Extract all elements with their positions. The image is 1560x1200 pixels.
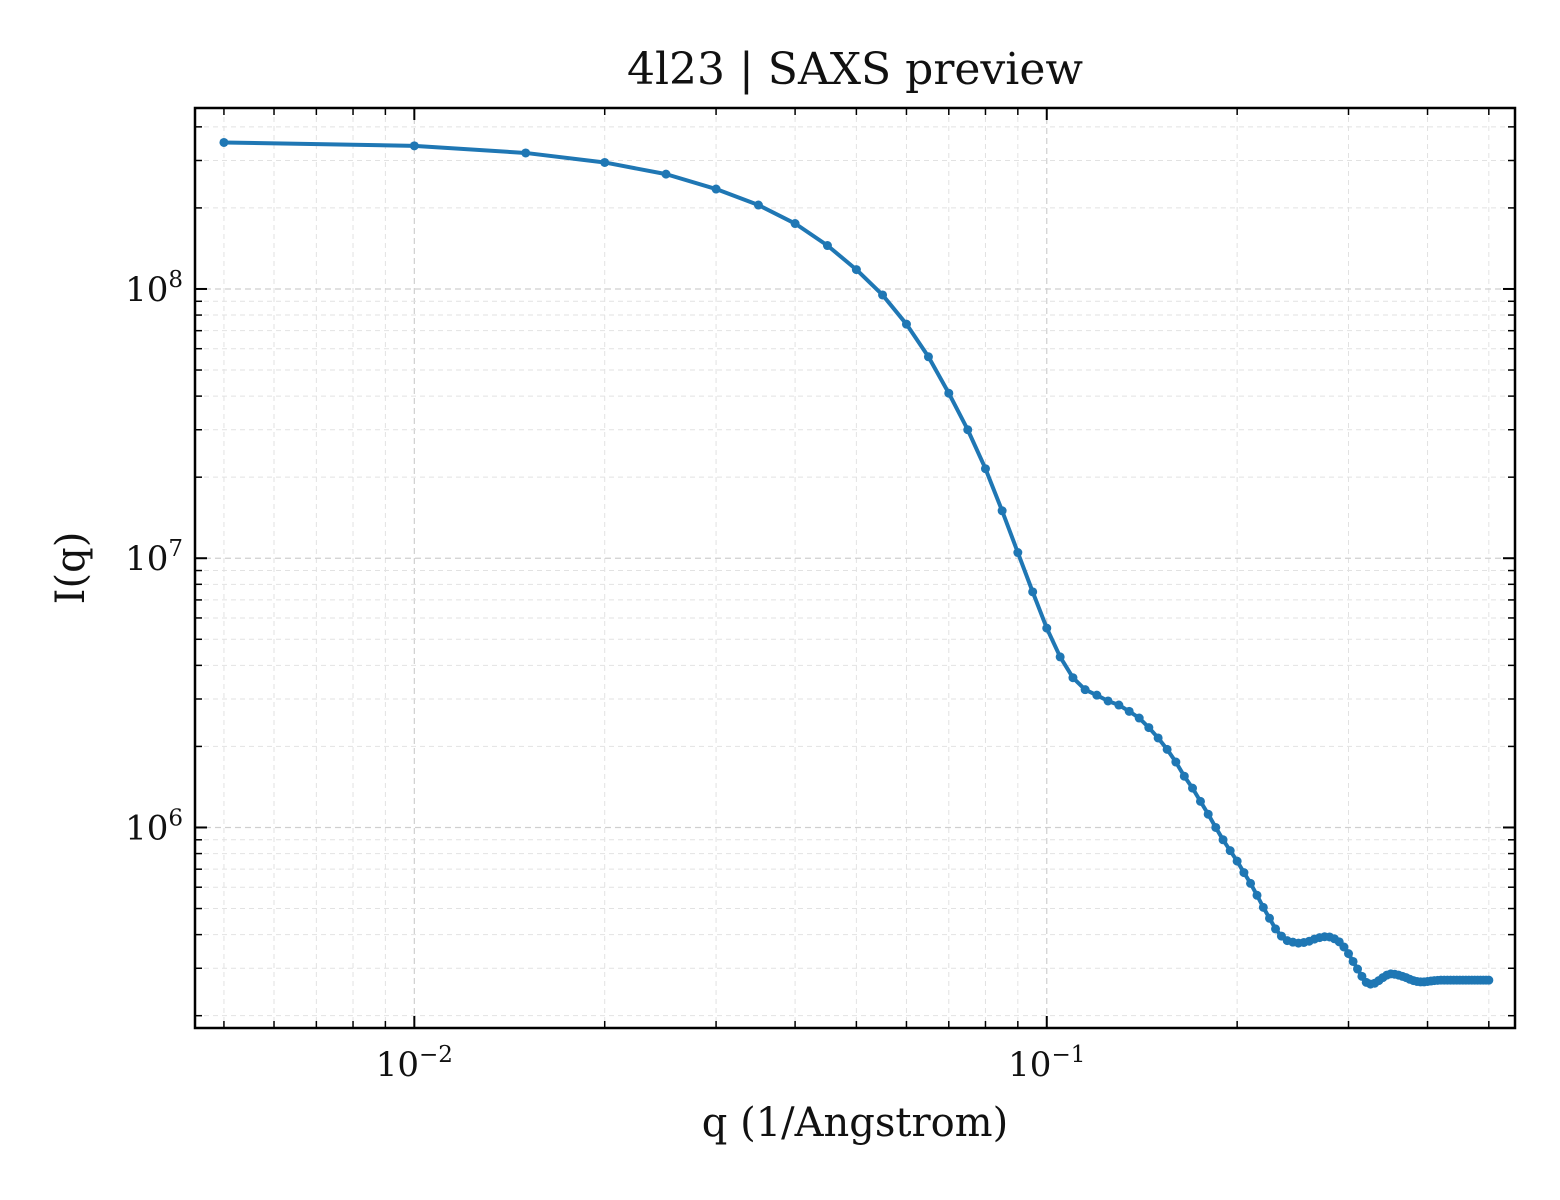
data-point — [1239, 868, 1249, 878]
data-point — [1124, 706, 1134, 716]
data-point — [600, 157, 610, 167]
data-point — [1225, 846, 1235, 856]
data-point — [822, 241, 832, 251]
data-point — [923, 352, 933, 362]
data-point — [661, 169, 671, 179]
data-point — [1179, 771, 1189, 781]
data-point — [1344, 949, 1354, 959]
data-point — [1258, 902, 1268, 912]
data-point — [1232, 856, 1242, 866]
data-point — [980, 464, 990, 474]
data-point — [1162, 744, 1172, 754]
data-point — [1484, 975, 1494, 985]
y-axis-label: I(q) — [48, 532, 94, 605]
data-point — [1013, 548, 1023, 558]
data-point — [1055, 652, 1065, 662]
data-point — [1092, 690, 1102, 700]
data-point — [1134, 713, 1144, 723]
data-point — [521, 148, 531, 158]
data-point — [851, 265, 861, 275]
data-point — [901, 319, 911, 329]
data-point — [1265, 913, 1274, 923]
grid — [195, 108, 1515, 1028]
data-point — [1103, 696, 1113, 706]
data-point — [1144, 723, 1154, 733]
data-point — [1252, 890, 1262, 900]
data-point — [1171, 757, 1181, 767]
data-point — [1188, 783, 1198, 793]
data-point — [963, 425, 973, 435]
data-point — [997, 506, 1007, 516]
data-point — [409, 141, 419, 151]
data-point — [1080, 685, 1090, 695]
y-tick-label: 107 — [125, 536, 183, 579]
y-tick-labels: 106 107 108 — [125, 267, 183, 849]
data-point — [1042, 623, 1052, 633]
data-point — [1211, 822, 1221, 832]
data-point — [1114, 700, 1124, 710]
x-tick-label: 10−2 — [376, 1042, 453, 1085]
data-point — [1339, 942, 1349, 952]
data-point — [878, 290, 888, 300]
x-axis-label: q (1/Angstrom) — [702, 1100, 1008, 1146]
y-tick-label: 108 — [125, 267, 183, 310]
x-tick-label: 10−1 — [1008, 1042, 1085, 1085]
data-point — [1348, 956, 1358, 966]
data-point — [711, 184, 721, 194]
data-point — [1246, 878, 1256, 888]
data-point — [944, 388, 954, 398]
data-point — [219, 137, 229, 147]
data-point — [1218, 835, 1228, 845]
data-point — [1028, 587, 1038, 597]
data-point — [1353, 964, 1363, 974]
x-tick-labels: 10−2 10−1 — [376, 1042, 1086, 1085]
y-tick-label: 106 — [125, 805, 183, 848]
plot-frame — [193, 106, 1517, 1030]
series-layer — [219, 137, 1494, 989]
data-point — [753, 200, 763, 210]
data-point — [1271, 924, 1281, 934]
chart-title: 4l23 | SAXS preview — [627, 44, 1083, 95]
data-point — [1195, 796, 1205, 806]
data-point — [1068, 673, 1078, 683]
data-point — [1203, 809, 1213, 819]
data-point — [1153, 733, 1163, 743]
data-point — [790, 219, 800, 229]
